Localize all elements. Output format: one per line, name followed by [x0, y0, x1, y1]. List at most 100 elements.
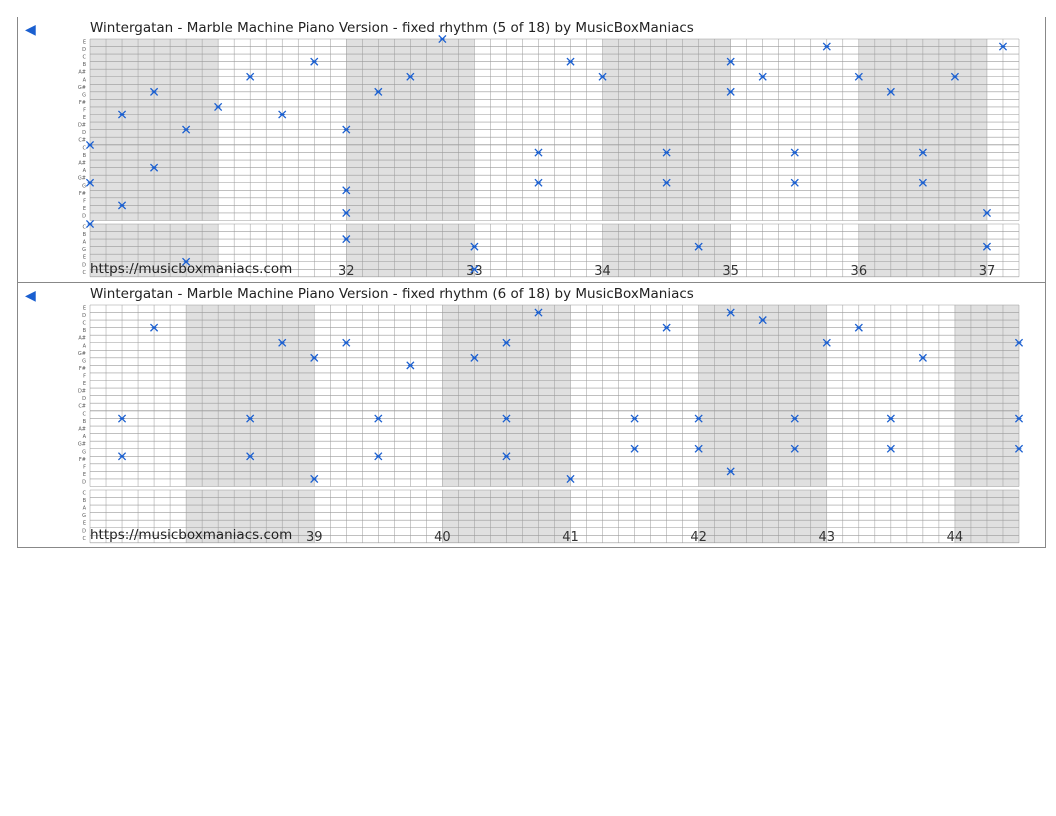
previous-arrow-icon[interactable]: ◀ [25, 22, 36, 38]
note-mark [374, 414, 383, 423]
note-mark [758, 72, 767, 81]
footer-url[interactable]: https://musicboxmaniacs.com [90, 261, 293, 277]
note-name-label: E [83, 206, 86, 212]
note-mark [1014, 444, 1024, 453]
note-name-label: G# [78, 176, 86, 182]
note-mark [598, 72, 607, 81]
note-mark [822, 338, 831, 347]
note-name-label: C [83, 146, 87, 152]
note-mark [182, 257, 191, 266]
note-mark [470, 353, 479, 362]
note-name-label: D [82, 396, 86, 402]
note-name-label: B [83, 498, 87, 504]
note-name-label: E [83, 306, 86, 312]
measure-number: 41 [562, 530, 579, 545]
note-mark [886, 444, 895, 453]
note-name-label: G [82, 247, 86, 253]
note-name-label: F [83, 107, 86, 113]
measure-number: 34 [594, 264, 611, 279]
note-mark [662, 323, 671, 332]
note-name-label: A# [78, 161, 86, 167]
note-mark [342, 235, 351, 244]
note-mark [406, 72, 415, 81]
note-name-label: B [83, 328, 87, 334]
note-mark [470, 265, 479, 274]
note-mark [566, 474, 575, 484]
note-name-label: D [82, 479, 86, 485]
note-name-label: G [82, 449, 86, 455]
note-name-label: A [83, 506, 87, 512]
note-name-label: C [83, 55, 87, 61]
note-name-label: A# [78, 427, 86, 433]
note-name-label: G# [78, 85, 86, 91]
note-mark [214, 102, 223, 112]
measure-number: 39 [306, 530, 323, 545]
note-name-label: F [83, 373, 86, 379]
note-name-label: D# [78, 389, 86, 395]
note-mark [662, 178, 671, 187]
note-mark [790, 178, 799, 187]
note-mark [1014, 338, 1024, 347]
measure-number: 42 [690, 530, 707, 545]
note-mark [117, 201, 127, 210]
note-name-label: B [83, 232, 87, 238]
note-name-label: A [83, 434, 87, 440]
note-name-label: A# [78, 70, 86, 76]
note-name-label: D [82, 262, 86, 268]
note-mark [342, 338, 351, 347]
panel-title: Wintergatan - Marble Machine Piano Versi… [90, 20, 694, 36]
note-name-label: A [83, 168, 87, 174]
note-mark [246, 414, 255, 423]
note-mark [918, 353, 927, 362]
note-mark [246, 72, 255, 81]
note-mark [982, 208, 992, 218]
note-mark [150, 163, 159, 172]
note-name-label: A [83, 240, 87, 246]
note-mark [918, 148, 927, 157]
note-name-label: A# [78, 336, 86, 342]
note-mark [950, 72, 959, 81]
note-mark [726, 87, 735, 96]
measure-number: 36 [851, 264, 868, 279]
note-name-label: G# [78, 442, 86, 448]
note-name-label: A [83, 343, 87, 349]
note-mark [310, 474, 319, 484]
note-name-label: C [83, 321, 87, 327]
measure-number: 32 [338, 264, 355, 279]
note-mark [758, 316, 767, 325]
note-mark [406, 361, 415, 370]
note-mark [438, 34, 447, 44]
note-mark [918, 178, 927, 187]
measure-number: 44 [947, 530, 964, 545]
note-mark [278, 338, 287, 347]
note-name-label: E [83, 40, 86, 46]
note-name-label: C [83, 225, 87, 231]
sheet-page: ◀ Wintergatan - Marble Machine Piano Ver… [17, 17, 1046, 548]
note-mark [790, 148, 799, 157]
note-mark [854, 72, 863, 81]
note-mark [310, 353, 319, 362]
note-mark [374, 87, 383, 96]
note-mark [566, 57, 575, 66]
note-mark [534, 178, 543, 187]
previous-arrow-icon[interactable]: ◀ [25, 288, 36, 304]
note-mark [630, 444, 639, 453]
measure-number: 37 [979, 264, 996, 279]
note-name-label: G [82, 92, 86, 98]
note-mark [150, 323, 159, 332]
note-mark [534, 308, 543, 317]
note-mark [470, 242, 479, 251]
footer-url[interactable]: https://musicboxmaniacs.com [90, 527, 293, 543]
note-name-label: B [83, 419, 87, 425]
note-mark [982, 242, 992, 251]
note-name-label: D [82, 47, 86, 53]
note-name-label: F [83, 198, 86, 204]
note-name-label: E [83, 381, 86, 387]
note-mark [342, 125, 351, 134]
note-mark [85, 219, 95, 229]
note-mark [502, 414, 511, 423]
note-mark [662, 148, 671, 157]
note-name-label: D [82, 213, 86, 219]
note-mark [1014, 414, 1024, 423]
